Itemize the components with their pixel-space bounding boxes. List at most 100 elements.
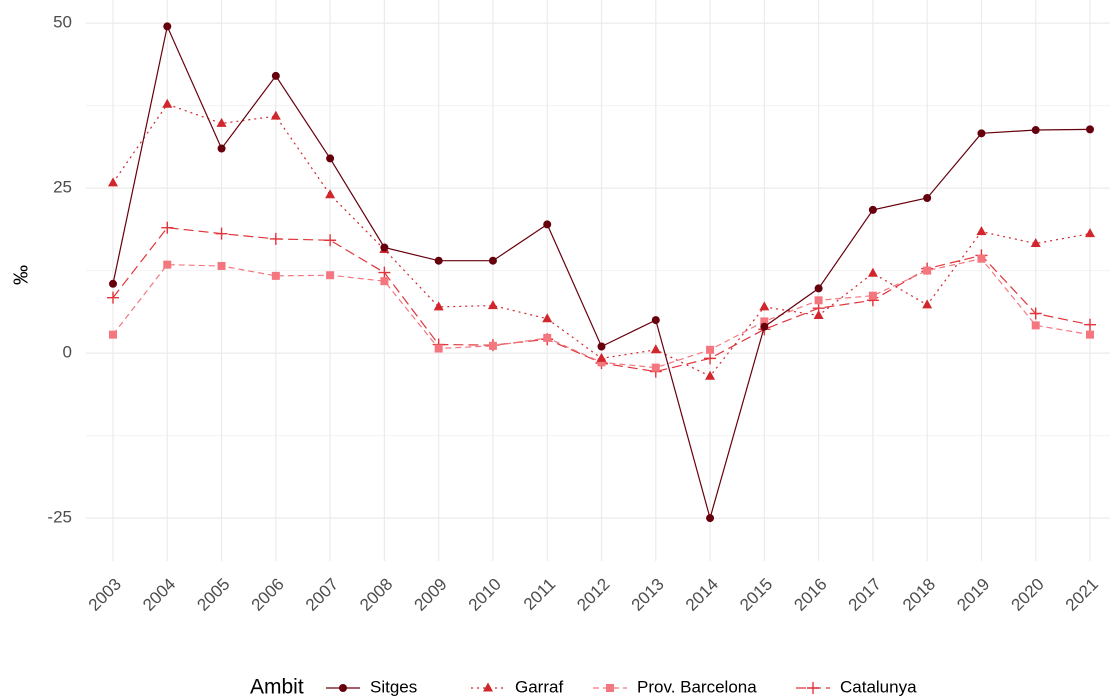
point [324,234,337,247]
point [270,110,281,120]
point [325,189,336,199]
point [977,129,986,138]
point [651,363,660,372]
x-tick-label: 2009 [410,575,450,615]
point [107,291,119,304]
point [108,177,118,187]
point [380,277,389,286]
point [326,154,335,163]
series [109,254,1094,372]
point [434,344,443,353]
x-tick-label: 2017 [845,575,885,615]
series [109,22,1094,523]
point [543,333,552,342]
point [650,344,661,354]
point [597,342,606,351]
point [1086,330,1094,339]
x-tick-label: 2007 [302,575,342,615]
x-tick-label: 2012 [573,575,613,615]
legend-title: Ambit [250,676,304,698]
point [867,267,878,277]
point [488,256,497,265]
point [109,330,117,339]
x-tick-label: 2019 [953,575,993,615]
point [434,256,443,265]
point [868,205,877,214]
point [109,279,117,288]
x-tick-label: 2021 [1062,575,1102,615]
point [606,684,614,692]
point [1031,321,1040,330]
point [1085,228,1095,238]
point [977,254,986,263]
point [271,71,280,80]
point [976,226,987,236]
x-tick-label: 2011 [520,575,559,614]
point [706,514,715,523]
point [1029,307,1042,320]
point [215,227,228,240]
point [922,299,933,309]
point [488,341,497,350]
point [163,22,172,31]
x-tick-label: 2015 [736,575,776,615]
x-tick-label: 2010 [465,575,505,615]
legend-label: Sitges [370,677,417,696]
y-tick-label: -25 [47,508,72,527]
point [433,301,444,311]
point [596,352,607,362]
point [339,684,347,692]
x-tick-label: 2004 [139,575,179,615]
point [597,358,606,367]
point [760,322,769,331]
series [108,98,1095,380]
legend-label: Catalunya [840,677,917,696]
point [271,271,280,280]
legend-label: Garraf [515,677,563,696]
point [807,682,819,694]
point [923,194,932,202]
x-tick-label: 2006 [248,575,288,615]
point [378,266,391,279]
point [543,220,552,229]
point [1084,318,1096,331]
y-axis-label: ‰ [10,265,32,285]
point [760,317,769,326]
point [704,352,717,365]
x-tick-label: 2016 [790,575,830,615]
x-tick-label: 2018 [899,575,939,615]
point [923,266,932,275]
point [651,316,660,325]
y-tick-label: 0 [63,343,72,362]
y-tick-label: 50 [53,13,72,32]
x-tick-label: 2020 [1008,575,1048,615]
x-tick-label: 2003 [85,575,125,615]
point [759,301,770,311]
legend-label: Prov. Barcelona [637,677,757,696]
point [487,300,498,310]
point [1030,238,1041,248]
point [162,98,173,108]
point [216,117,227,127]
point [542,313,553,323]
point [380,243,389,252]
x-tick-label: 2013 [628,575,668,615]
point [814,296,823,305]
point [705,370,716,380]
point [1031,126,1040,135]
point [326,271,335,280]
point [217,261,226,270]
x-tick-label: 2008 [356,575,396,615]
point [814,284,823,293]
point [161,221,174,234]
point [1086,125,1094,134]
x-tick-label: 2014 [682,575,722,615]
point [163,260,172,269]
x-tick-label: 2005 [193,575,233,615]
point [217,144,226,153]
point [706,345,715,354]
y-tick-label: 25 [53,178,72,197]
point [483,682,493,692]
point [269,232,282,245]
